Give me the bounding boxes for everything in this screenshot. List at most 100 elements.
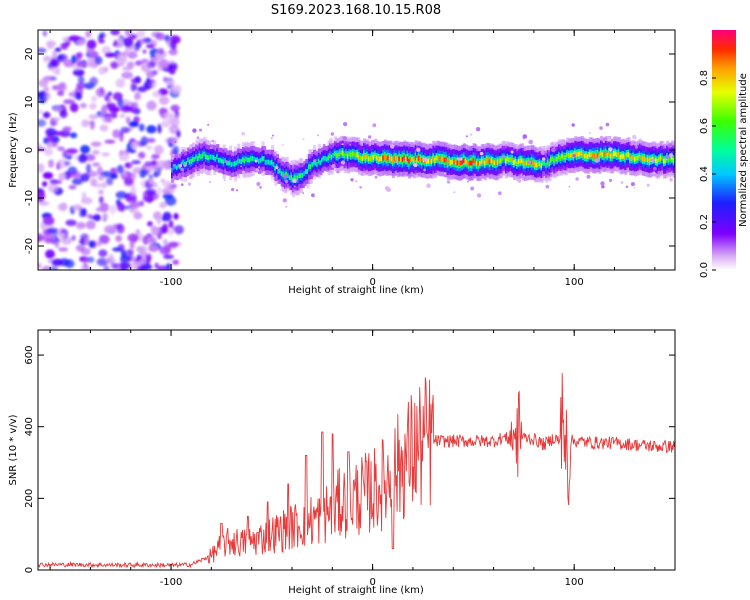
noise-blob xyxy=(103,118,113,123)
ridge-cell xyxy=(350,152,354,158)
y-tick-label: 400 xyxy=(24,417,35,436)
ridge-speck xyxy=(521,177,524,180)
ridge-speck xyxy=(311,193,315,198)
ridge-speck xyxy=(586,174,591,179)
ridge-speck xyxy=(330,137,333,139)
noise-blob xyxy=(97,175,105,181)
noise-blob xyxy=(136,265,147,270)
heatmap-xlabel: Height of straight line (km) xyxy=(288,285,424,296)
noise-blob xyxy=(140,58,149,64)
noise-blob xyxy=(88,114,99,120)
noise-blob xyxy=(48,159,54,168)
noise-blob xyxy=(124,30,132,37)
ridge-speck xyxy=(416,147,421,152)
ridge-cell xyxy=(361,156,365,161)
ridge-cell xyxy=(587,154,591,159)
ridge-speck xyxy=(572,154,576,158)
noise-blob xyxy=(79,102,87,109)
ridge-speck xyxy=(211,139,215,143)
ridge-speck xyxy=(557,170,561,175)
noise-blob xyxy=(104,94,110,102)
ridge-speck xyxy=(446,180,451,184)
ridge-speck xyxy=(470,133,473,136)
ridge-speck xyxy=(349,143,352,146)
noise-blob xyxy=(103,225,116,234)
ridge-speck xyxy=(183,163,187,167)
noise-blob xyxy=(152,173,159,178)
colorbar-ticks: 0.0 0.2 0.4 0.6 0.8 xyxy=(699,70,716,278)
noise-blob xyxy=(168,220,174,229)
noise-blob xyxy=(64,161,71,166)
noise-blob xyxy=(98,249,108,257)
noise-blob xyxy=(81,119,89,128)
noise-blob xyxy=(101,104,108,114)
noise-blob xyxy=(89,120,95,130)
noise-blob xyxy=(146,235,157,245)
ridge-speck xyxy=(180,183,184,187)
noise-blob xyxy=(116,202,124,212)
noise-blob xyxy=(49,57,61,68)
ridge-speck xyxy=(257,166,261,169)
noise-blob xyxy=(121,71,134,79)
noise-blob xyxy=(156,232,162,240)
noise-blob xyxy=(52,50,58,61)
ridge-speck xyxy=(589,132,591,134)
noise-blob xyxy=(167,241,179,248)
noise-blob xyxy=(113,39,118,47)
noise-blob xyxy=(59,129,71,138)
noise-blob xyxy=(134,60,143,66)
noise-blob xyxy=(162,211,172,222)
ridge-speck xyxy=(653,171,656,175)
noise-blob xyxy=(43,92,51,100)
ridge-speck xyxy=(602,140,606,143)
noise-blob xyxy=(138,151,146,159)
ridge-speck xyxy=(284,179,289,184)
noise-blob xyxy=(156,265,169,270)
ridge-speck xyxy=(605,122,610,127)
noise-blob xyxy=(112,92,122,101)
ridge-speck xyxy=(528,139,533,145)
noise-blob xyxy=(170,84,182,94)
ridge-speck xyxy=(510,150,514,154)
noise-blob xyxy=(42,172,54,179)
ridge-speck xyxy=(196,136,200,140)
noise-blob xyxy=(104,52,116,58)
ridge-speck xyxy=(608,147,613,152)
ridge-speck xyxy=(646,183,650,187)
ridge-speck xyxy=(209,147,212,150)
noise-blob xyxy=(90,141,102,147)
ridge-speck xyxy=(618,140,621,143)
ridge-cell xyxy=(337,153,341,158)
ridge-cell xyxy=(551,156,555,162)
ridge-cell xyxy=(488,159,492,165)
ridge-speck xyxy=(199,128,202,132)
noise-blob xyxy=(85,153,96,162)
noise-blob xyxy=(127,233,139,243)
noise-blob xyxy=(101,46,112,55)
ridge-speck xyxy=(476,193,482,198)
snr-line xyxy=(38,372,675,569)
ridge-speck xyxy=(275,166,279,170)
ridge-speck xyxy=(359,185,362,189)
noise-blob xyxy=(80,247,91,256)
noise-blob xyxy=(59,109,68,119)
noise-blob xyxy=(142,235,150,245)
ridge-cell xyxy=(477,161,481,167)
ridge-cell xyxy=(298,173,302,179)
noise-blob xyxy=(90,178,98,187)
ridge-speck xyxy=(650,158,655,163)
noise-blob xyxy=(123,37,134,48)
ridge-cell xyxy=(641,156,646,161)
noise-blob xyxy=(109,167,118,176)
x-tick-label: 100 xyxy=(565,577,584,588)
noise-blob xyxy=(148,178,154,185)
noise-blob xyxy=(140,136,149,147)
ridge-speck xyxy=(331,164,336,169)
ridge-speck xyxy=(465,135,468,138)
noise-blob xyxy=(147,61,157,69)
ridge-speck xyxy=(241,131,245,136)
ridge-cell xyxy=(537,162,541,168)
ridge-cell xyxy=(451,159,455,165)
noise-blob xyxy=(77,39,86,45)
ridge-speck xyxy=(259,186,262,189)
